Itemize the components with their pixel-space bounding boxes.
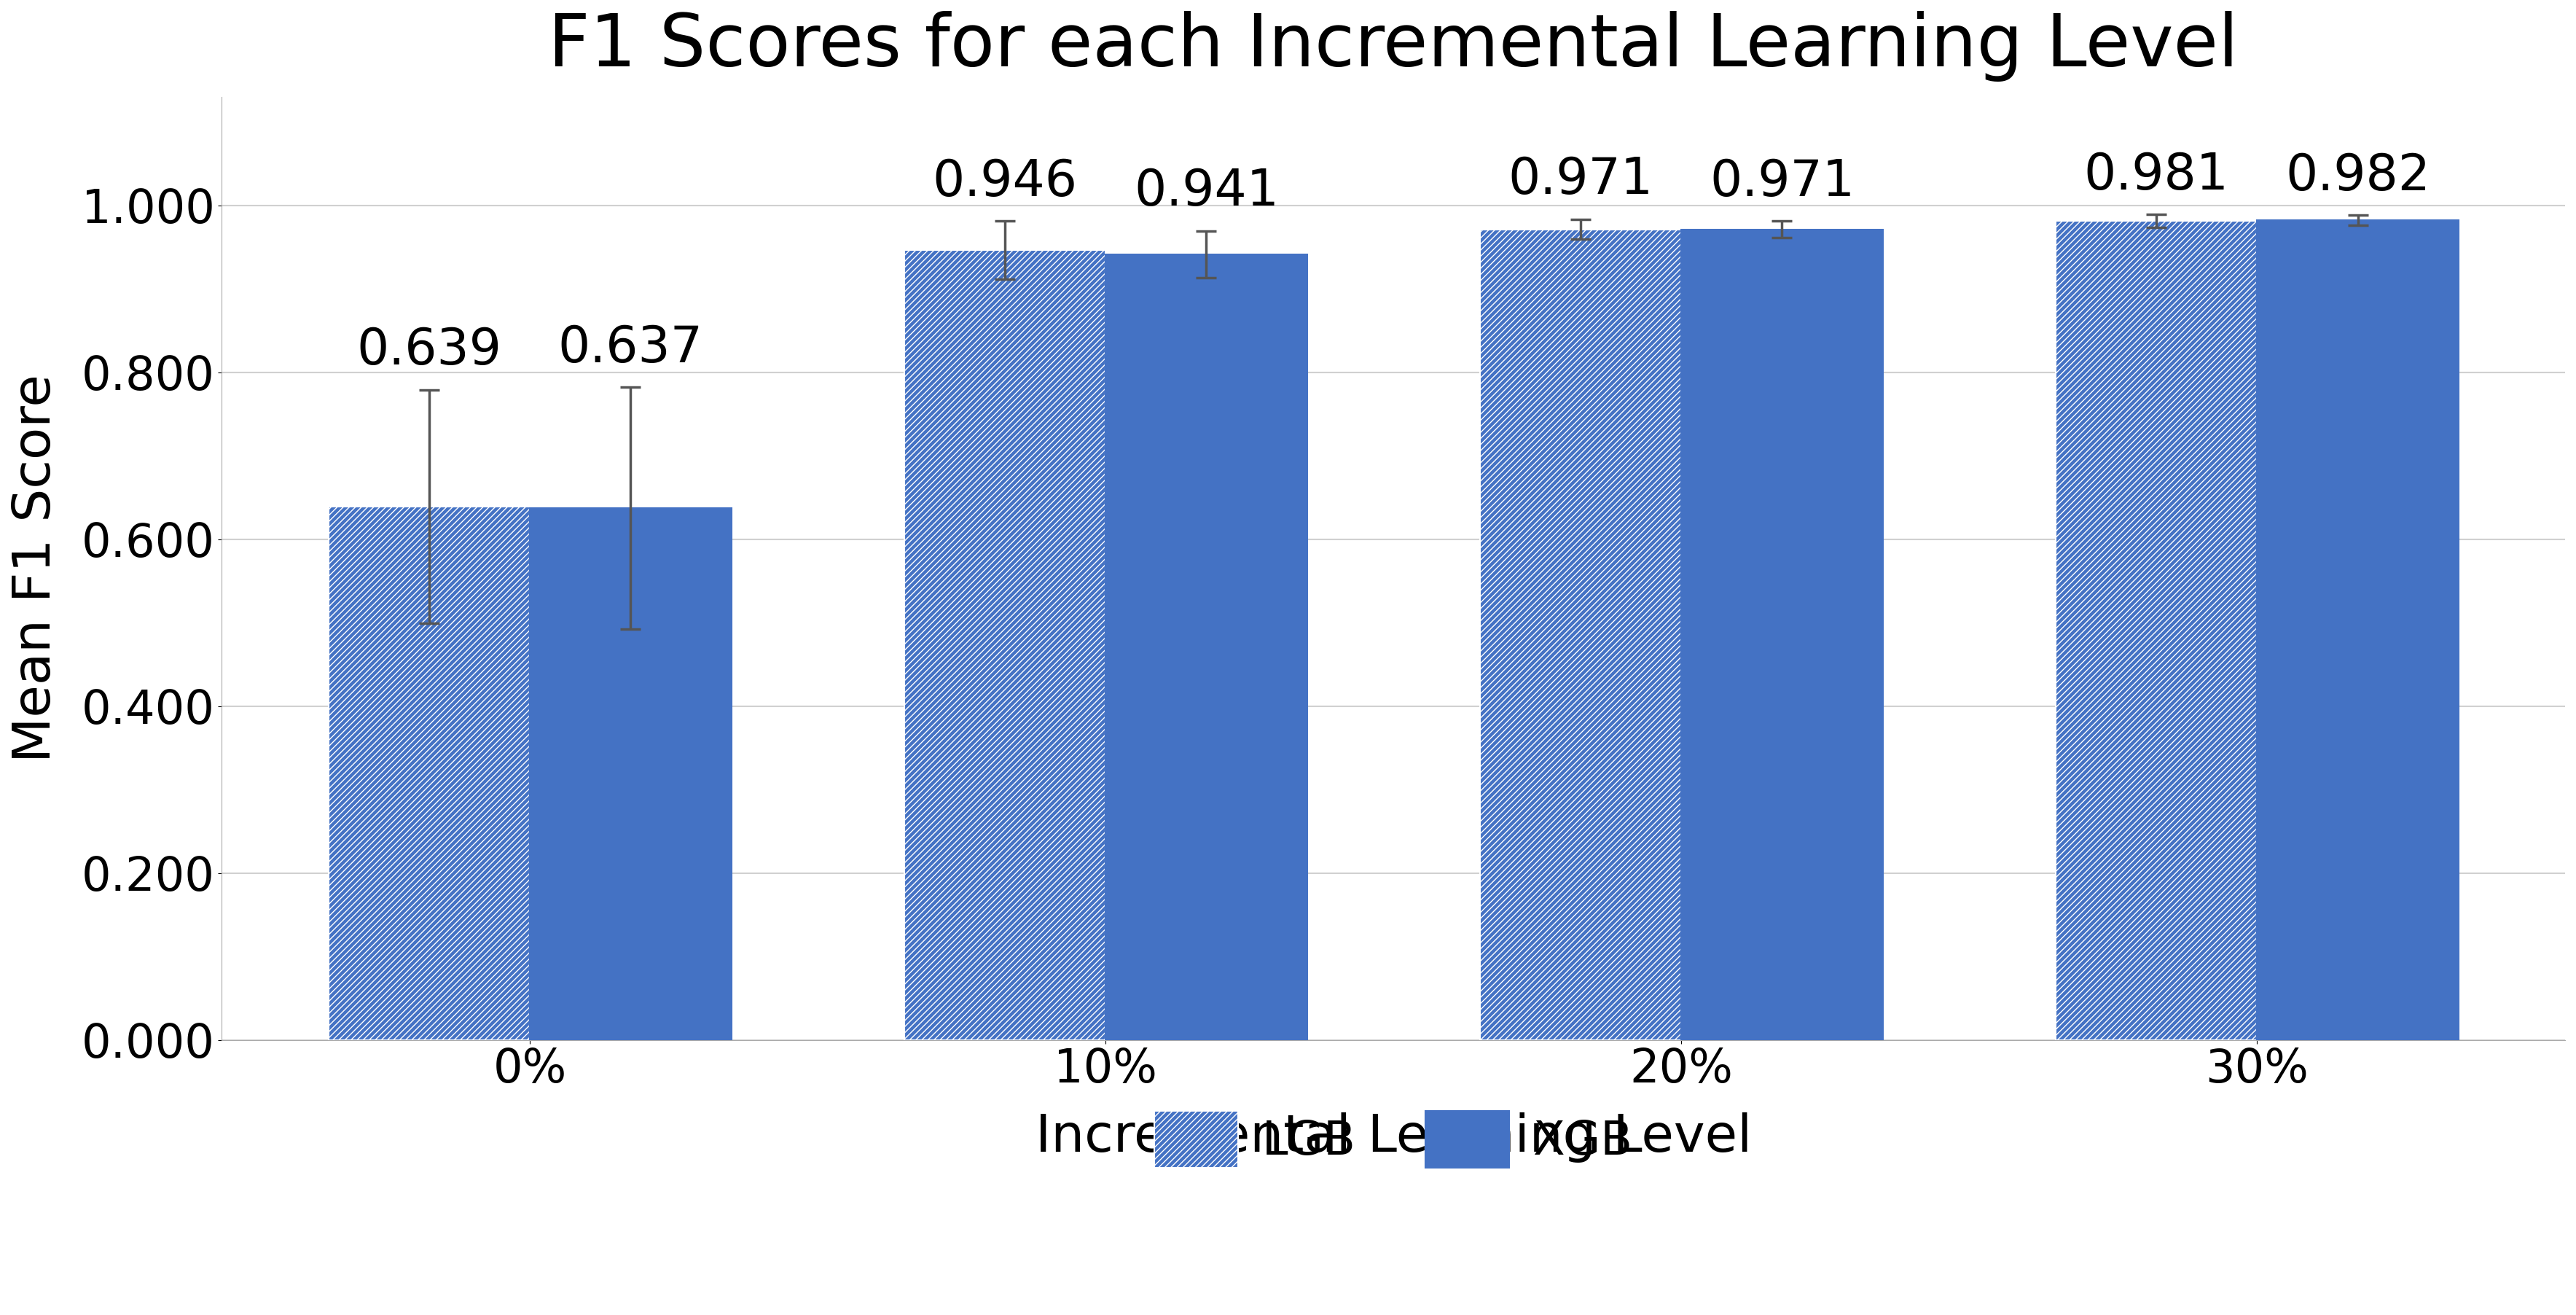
Bar <box>1682 229 1883 1040</box>
Bar <box>327 506 531 1040</box>
Bar <box>1105 255 1306 1040</box>
Bar <box>2257 220 2458 1040</box>
Y-axis label: Mean F1 Score: Mean F1 Score <box>10 373 62 763</box>
Text: 0.941: 0.941 <box>1133 167 1278 216</box>
Title: F1 Scores for each Incremental Learning Level: F1 Scores for each Incremental Learning … <box>549 11 2239 82</box>
Bar <box>1479 229 1682 1040</box>
Legend: LGB, XGB: LGB, XGB <box>1136 1093 1651 1186</box>
Text: 0.637: 0.637 <box>559 323 703 372</box>
Text: 0.982: 0.982 <box>2285 151 2429 200</box>
Text: 0.971: 0.971 <box>1507 155 1654 204</box>
Text: 0.971: 0.971 <box>1710 158 1855 206</box>
Bar <box>531 508 732 1040</box>
Bar <box>2056 221 2257 1040</box>
Text: 0.946: 0.946 <box>933 158 1077 206</box>
Text: 0.981: 0.981 <box>2084 150 2228 200</box>
Text: 0.639: 0.639 <box>355 326 502 375</box>
X-axis label: Incremental Learning Level: Incremental Learning Level <box>1036 1112 1752 1162</box>
Bar <box>904 250 1105 1040</box>
